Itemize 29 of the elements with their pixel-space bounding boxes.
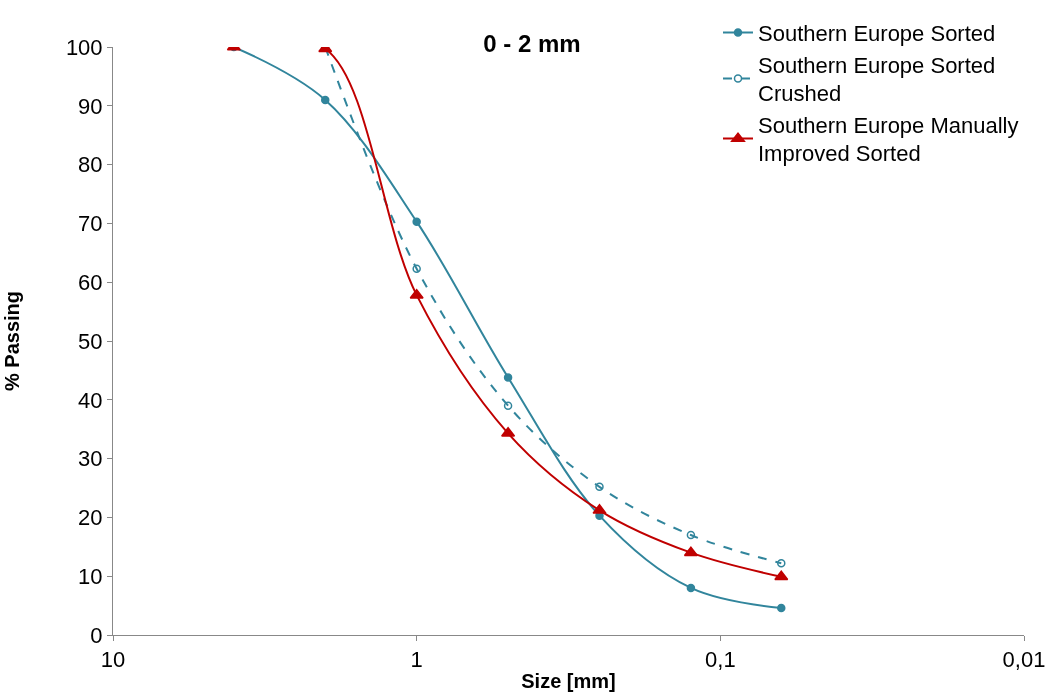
x-axis-title: Size [mm] (521, 669, 616, 692)
legend-label: Southern Europe Sorted Crushed (758, 52, 996, 107)
y-tick-label: 0 (90, 622, 103, 648)
y-tick-label: 30 (78, 446, 103, 472)
x-tick-label: 0,1 (705, 647, 736, 673)
y-tick-label: 10 (78, 563, 103, 589)
x-tick-label: 10 (100, 647, 126, 673)
point (777, 603, 786, 613)
point (686, 583, 696, 593)
point (412, 217, 421, 226)
y-tick-label: 20 (78, 505, 103, 531)
y-tick-label: 50 (78, 328, 103, 354)
legend-label: Southern Europe Sorted (758, 21, 996, 47)
point (683, 546, 698, 557)
x-tick-label: 0,01 (1002, 647, 1046, 673)
y-axis-title: % Passing (1, 290, 24, 392)
y-tick-label: 60 (78, 269, 103, 295)
point (774, 570, 789, 581)
chart-title: 0 - 2 mm (483, 29, 581, 57)
legend-label: Southern Europe Manually Improved Sorted (758, 112, 1019, 167)
y-tick-label: 70 (78, 211, 103, 237)
y-tick-label: 90 (78, 93, 103, 119)
point (503, 373, 513, 382)
y-tick-label: 100 (65, 34, 103, 60)
point (321, 95, 330, 105)
point (409, 288, 424, 299)
y-tick-label: 40 (78, 387, 103, 413)
y-tick-label: 80 (78, 152, 103, 178)
x-tick-label: 1 (410, 647, 423, 673)
